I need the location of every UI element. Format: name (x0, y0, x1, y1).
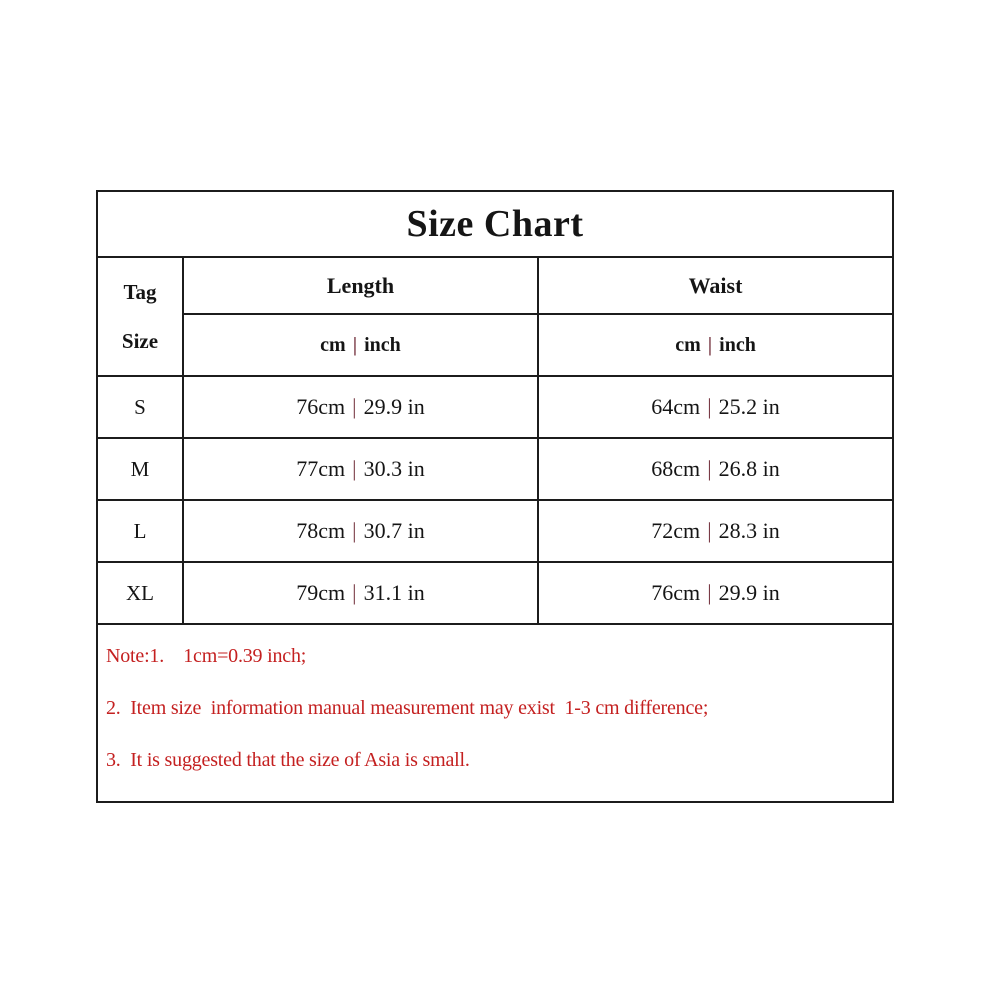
header-row: Tag Size Length Waist (96, 256, 895, 377)
length-inch: 30.7 in (363, 518, 425, 543)
table-row-xl: XL 79cm | 31.1 in 76cm | 29.9 in (96, 561, 895, 625)
notes-section: Note:1. 1cm=0.39 inch; 2. Item size info… (95, 623, 895, 803)
pipe-separator: | (707, 333, 713, 356)
header-size-line: Size (121, 328, 159, 353)
size-label: L (96, 499, 184, 563)
length-cm: 76cm (296, 394, 346, 419)
table-row-m: M 77cm | 30.3 in 68cm | 26.8 in (96, 437, 895, 501)
note-1: Note:1. 1cm=0.39 inch; (106, 645, 307, 667)
pipe-separator: | (707, 456, 712, 481)
notes-row: Note:1. 1cm=0.39 inch; 2. Item size info… (95, 623, 895, 803)
waist-cm: 72cm (651, 518, 701, 543)
pipe-separator: | (707, 518, 712, 543)
waist-cm: 64cm (651, 394, 701, 419)
pipe-separator: | (352, 333, 358, 356)
length-cm: 78cm (296, 518, 346, 543)
length-value: 78cm | 30.7 in (182, 499, 539, 563)
unit-waist: cm | inch (536, 313, 895, 377)
pipe-separator: | (707, 580, 712, 605)
header-tag-line: Tag (123, 279, 157, 304)
unit-waist-cm: cm (675, 333, 701, 356)
pipe-separator: | (352, 456, 357, 481)
unit-length-inch: inch (364, 333, 401, 356)
waist-value: 72cm | 28.3 in (536, 499, 895, 563)
waist-value: 64cm | 25.2 in (536, 375, 895, 439)
size-chart-table: Size Chart Tag Size Length Waist cm | inch… (95, 190, 895, 803)
size-label: S (96, 375, 184, 439)
table-row-l: L 78cm | 30.7 in 72cm | 28.3 in (96, 499, 895, 563)
waist-value: 68cm | 26.8 in (536, 437, 895, 501)
size-label: M (96, 437, 184, 501)
note-3: 3. It is suggested that the size of Asia… (106, 749, 470, 771)
pipe-separator: | (352, 580, 357, 605)
pipe-separator: | (352, 518, 357, 543)
length-value: 77cm | 30.3 in (182, 437, 539, 501)
waist-inch: 29.9 in (718, 580, 780, 605)
header-waist: Waist (536, 256, 895, 315)
waist-inch: 28.3 in (718, 518, 780, 543)
header-length: Length (182, 256, 539, 315)
page-title: Size Chart (95, 190, 895, 258)
unit-waist-inch: inch (719, 333, 756, 356)
length-cm: 77cm (296, 456, 346, 481)
waist-cm: 76cm (651, 580, 701, 605)
length-value: 79cm | 31.1 in (182, 561, 539, 625)
length-cm: 79cm (296, 580, 346, 605)
table-row-s: S 76cm | 29.9 in 64cm | 25.2 in (96, 375, 895, 439)
pipe-separator: | (352, 394, 357, 419)
waist-inch: 25.2 in (718, 394, 780, 419)
waist-inch: 26.8 in (718, 456, 780, 481)
length-inch: 30.3 in (363, 456, 425, 481)
waist-cm: 68cm (651, 456, 701, 481)
unit-length: cm | inch (182, 313, 539, 377)
size-label: XL (96, 561, 184, 625)
unit-length-cm: cm (320, 333, 346, 356)
note-2: 2. Item size information manual measurem… (106, 697, 709, 719)
length-inch: 29.9 in (363, 394, 425, 419)
pipe-separator: | (707, 394, 712, 419)
unit-row: cm | inch cm | inch (97, 313, 895, 377)
length-value: 76cm | 29.9 in (182, 375, 539, 439)
waist-value: 76cm | 29.9 in (536, 561, 895, 625)
header-tag-size: Tag Size (96, 256, 184, 377)
title-row: Size Chart (95, 190, 895, 258)
length-inch: 31.1 in (363, 580, 425, 605)
